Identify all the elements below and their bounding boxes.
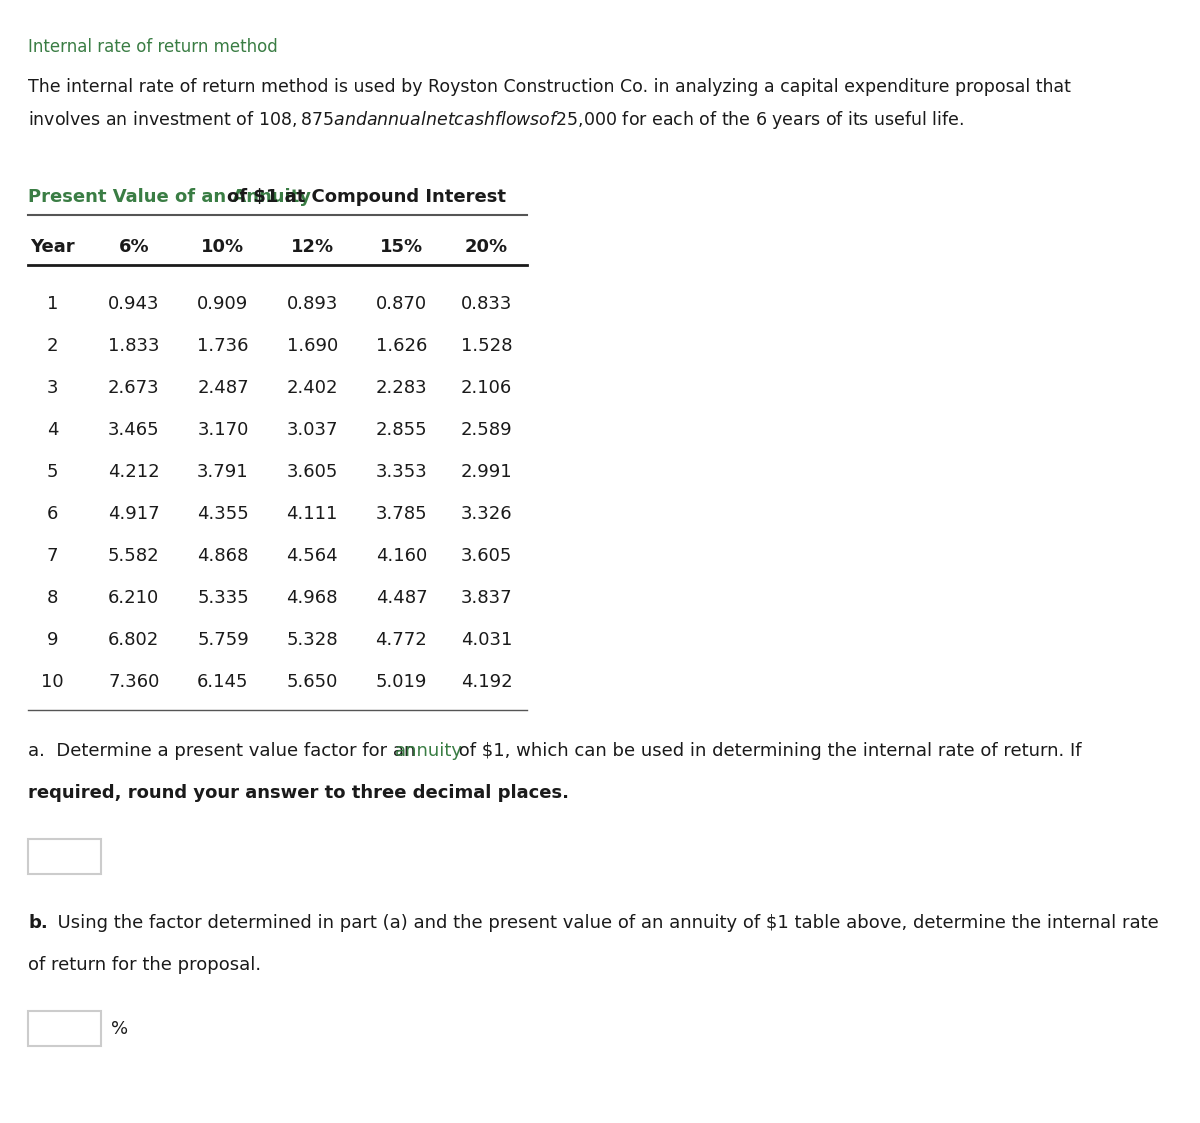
Text: 10%: 10%: [202, 238, 245, 256]
Text: of $1 at Compound Interest: of $1 at Compound Interest: [227, 188, 506, 206]
Text: 3.605: 3.605: [287, 463, 338, 481]
Text: 3.170: 3.170: [197, 421, 248, 439]
Text: 4.868: 4.868: [197, 547, 248, 565]
Text: b.: b.: [29, 914, 48, 932]
Text: 0.893: 0.893: [287, 295, 338, 313]
FancyBboxPatch shape: [29, 1011, 101, 1046]
Text: 4.917: 4.917: [108, 505, 160, 523]
Text: 2: 2: [47, 337, 59, 355]
Text: 9: 9: [47, 631, 59, 649]
Text: 0.833: 0.833: [461, 295, 512, 313]
Text: of $1, which can be used in determining the internal rate of return. If: of $1, which can be used in determining …: [454, 742, 1081, 760]
Text: 20%: 20%: [464, 238, 508, 256]
Text: 0.870: 0.870: [376, 295, 427, 313]
Text: 2.283: 2.283: [376, 378, 427, 398]
Text: 5.582: 5.582: [108, 547, 160, 565]
Text: 0.909: 0.909: [197, 295, 248, 313]
Text: 6%: 6%: [119, 238, 149, 256]
Text: 4.968: 4.968: [287, 588, 338, 608]
Text: 4.192: 4.192: [461, 673, 512, 691]
Text: 4.772: 4.772: [376, 631, 427, 649]
Text: 7.360: 7.360: [108, 673, 160, 691]
Text: 2.402: 2.402: [287, 378, 338, 398]
Text: of return for the proposal.: of return for the proposal.: [29, 956, 262, 974]
Text: Using the factor determined in part (a) and the present value of an annuity of $: Using the factor determined in part (a) …: [47, 914, 1159, 932]
Text: 2.589: 2.589: [461, 421, 512, 439]
Text: 5.759: 5.759: [197, 631, 248, 649]
Text: 4.031: 4.031: [461, 631, 512, 649]
Text: 5.328: 5.328: [287, 631, 338, 649]
Text: 6.210: 6.210: [108, 588, 160, 608]
Text: 5: 5: [47, 463, 59, 481]
Text: a.  Determine a present value factor for an: a. Determine a present value factor for …: [29, 742, 421, 760]
Text: Internal rate of return method: Internal rate of return method: [29, 38, 278, 56]
Text: 2.991: 2.991: [461, 463, 512, 481]
Text: 4.111: 4.111: [287, 505, 338, 523]
Text: 4.355: 4.355: [197, 505, 248, 523]
Text: The internal rate of return method is used by Royston Construction Co. in analyz: The internal rate of return method is us…: [29, 77, 1072, 130]
Text: 4.212: 4.212: [108, 463, 160, 481]
Text: 4.487: 4.487: [376, 588, 427, 608]
Text: 7: 7: [47, 547, 59, 565]
Text: Year: Year: [30, 238, 76, 256]
Text: annuity: annuity: [395, 742, 463, 760]
Text: required, round your answer to three decimal places.: required, round your answer to three dec…: [29, 784, 569, 802]
Text: 2.106: 2.106: [461, 378, 512, 398]
Text: 10: 10: [41, 673, 64, 691]
Text: %: %: [112, 1020, 128, 1038]
Text: 0.943: 0.943: [108, 295, 160, 313]
Text: 3: 3: [47, 378, 59, 398]
Text: 3.791: 3.791: [197, 463, 248, 481]
Text: 5.650: 5.650: [287, 673, 338, 691]
Text: 3.837: 3.837: [461, 588, 512, 608]
Text: 3.605: 3.605: [461, 547, 512, 565]
Text: 2.673: 2.673: [108, 378, 160, 398]
Text: Present Value of an Annuity: Present Value of an Annuity: [29, 188, 318, 206]
Text: 15%: 15%: [380, 238, 422, 256]
Text: 1: 1: [47, 295, 59, 313]
Text: 3.465: 3.465: [108, 421, 160, 439]
Text: 1.833: 1.833: [108, 337, 160, 355]
Text: 4.160: 4.160: [376, 547, 427, 565]
Text: 12%: 12%: [290, 238, 334, 256]
Text: 5.019: 5.019: [376, 673, 427, 691]
Text: 2.487: 2.487: [197, 378, 248, 398]
Text: 3.785: 3.785: [376, 505, 427, 523]
Text: 3.353: 3.353: [376, 463, 427, 481]
Text: 6.145: 6.145: [197, 673, 248, 691]
Text: 1.736: 1.736: [197, 337, 248, 355]
Text: 8: 8: [47, 588, 59, 608]
Text: 4: 4: [47, 421, 59, 439]
Text: 1.690: 1.690: [287, 337, 338, 355]
Text: 1.626: 1.626: [376, 337, 427, 355]
Text: 1.528: 1.528: [461, 337, 512, 355]
Text: 3.326: 3.326: [461, 505, 512, 523]
Text: 6.802: 6.802: [108, 631, 160, 649]
Text: 4.564: 4.564: [287, 547, 338, 565]
Text: 5.335: 5.335: [197, 588, 248, 608]
Text: 2.855: 2.855: [376, 421, 427, 439]
Text: 3.037: 3.037: [287, 421, 338, 439]
Text: 6: 6: [47, 505, 59, 523]
FancyBboxPatch shape: [29, 839, 101, 874]
